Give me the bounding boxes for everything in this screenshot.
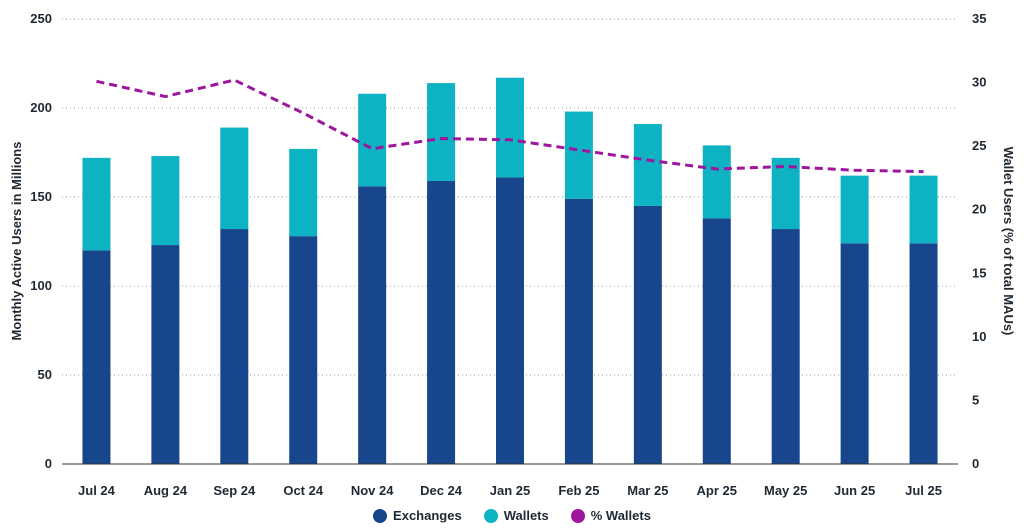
- bar-wallets: [633, 124, 662, 206]
- bar-exchanges: [358, 186, 387, 464]
- bar-wallets: [82, 157, 111, 251]
- bar-wallets: [151, 156, 180, 246]
- y2-tick-label: 35: [972, 11, 986, 26]
- bar-exchanges: [82, 250, 111, 464]
- x-tick-label: Jul 24: [78, 483, 116, 498]
- legend-swatch-wallets: [483, 508, 498, 523]
- legend-item-wallets: Wallets: [483, 508, 549, 523]
- bar-exchanges: [427, 180, 456, 465]
- bar-exchanges: [220, 229, 249, 464]
- y2-axis-title: Wallet Users (% of total MAUs): [1001, 147, 1016, 336]
- bar-exchanges: [496, 177, 524, 465]
- y2-tick-label: 0: [972, 456, 979, 471]
- bar-wallets: [358, 93, 387, 187]
- y2-tick-label: 25: [972, 138, 986, 153]
- legend-swatch-pct-wallets: [570, 508, 585, 523]
- y-tick-label: 150: [30, 189, 52, 204]
- bar-exchanges: [633, 205, 662, 464]
- bar-exchanges: [564, 198, 593, 464]
- axes: 0 50 100 150 200 250 0 5 10 15 20 25 30 35 Jul 24 Aug 2…: [30, 11, 986, 498]
- y-tick-label: 250: [30, 11, 52, 26]
- bar-exchanges: [771, 229, 800, 464]
- bar-wallets: [427, 83, 456, 181]
- legend-item-exchanges: Exchanges: [373, 508, 462, 523]
- legend-label-wallets: Wallets: [503, 508, 549, 523]
- y-tick-label: 50: [38, 367, 52, 382]
- x-tick-label: Jul 25: [905, 483, 942, 498]
- y2-tick-label: 20: [972, 202, 986, 217]
- legend-swatch-exchanges: [373, 508, 388, 523]
- chart-plot: 0 50 100 150 200 250 0 5 10 15 20 25 30 35 Jul 24 Aug 2…: [9, 11, 1016, 498]
- x-tick-label: May 25: [764, 483, 807, 498]
- bar-wallets: [564, 111, 593, 199]
- bar-wallets: [840, 175, 869, 244]
- bar-wallets: [909, 175, 938, 244]
- legend-label-exchanges: Exchanges: [393, 508, 462, 523]
- x-tick-label: Feb 25: [558, 483, 599, 498]
- y2-tick-label: 30: [972, 75, 986, 90]
- bar-wallets: [771, 157, 800, 230]
- y-axis-title: Monthly Active Users in Millions: [9, 142, 24, 341]
- bar-wallets: [220, 127, 249, 230]
- bar-wallets: [496, 77, 524, 178]
- bar-exchanges: [151, 245, 180, 464]
- x-tick-label: Jan 25: [490, 483, 530, 498]
- bars: [82, 77, 938, 465]
- x-tick-label: Sep 24: [213, 483, 256, 498]
- y-tick-label: 0: [45, 456, 52, 471]
- x-tick-label: Apr 25: [697, 483, 737, 498]
- bar-wallets: [702, 145, 731, 219]
- legend-item-pct-wallets: % Wallets: [570, 508, 651, 523]
- x-tick-label: Aug 24: [144, 483, 188, 498]
- x-tick-label: Oct 24: [283, 483, 324, 498]
- x-tick-label: Dec 24: [420, 483, 463, 498]
- bar-exchanges: [840, 243, 869, 464]
- legend-label-pct-wallets: % Wallets: [590, 508, 651, 523]
- x-tick-label: Mar 25: [627, 483, 668, 498]
- y2-tick-label: 10: [972, 329, 986, 344]
- y-tick-label: 200: [30, 100, 52, 115]
- legend: Exchanges Wallets % Wallets: [0, 508, 1024, 523]
- x-tick-label: Nov 24: [351, 483, 394, 498]
- x-tick-label: Jun 25: [834, 483, 875, 498]
- bar-exchanges: [909, 243, 938, 464]
- y2-tick-label: 15: [972, 265, 986, 280]
- bar-wallets: [289, 148, 318, 237]
- bar-exchanges: [289, 236, 318, 464]
- percent-line: [96, 78, 924, 174]
- bar-exchanges: [702, 218, 731, 464]
- y-tick-label: 100: [30, 278, 52, 293]
- y2-tick-label: 5: [972, 392, 979, 407]
